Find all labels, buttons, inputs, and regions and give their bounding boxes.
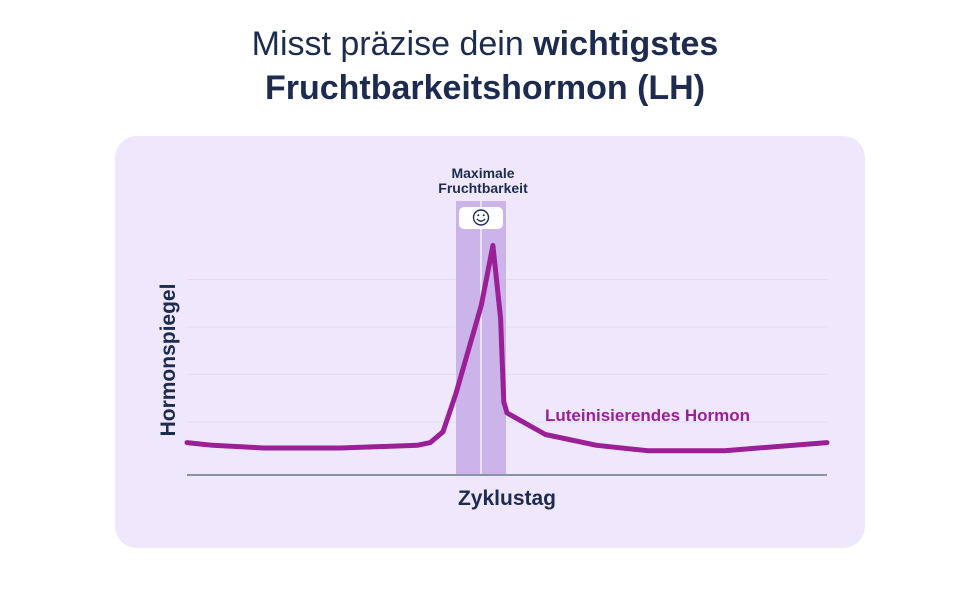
- series-label-lh: Luteinisierendes Hormon: [545, 406, 750, 425]
- grid-lines: [187, 279, 827, 423]
- series-line-lh: [184, 243, 830, 454]
- y-axis-label: Hormonspiegel: [157, 284, 180, 437]
- annotation-label-line1: Maximale: [451, 165, 514, 181]
- x-axis-label: Zyklustag: [458, 487, 556, 510]
- title-light: Misst präzise dein: [251, 25, 524, 63]
- annotation-label-line2: Fruchtbarkeit: [438, 180, 528, 196]
- smiley-icon: [459, 207, 503, 229]
- title-bold-2: Fruchtbarkeitshormon (LH): [264, 69, 706, 107]
- page-title: Misst präzise dein wichtigstes Fruchtbar…: [0, 22, 970, 110]
- title-bold-1: wichtigstes: [533, 25, 719, 63]
